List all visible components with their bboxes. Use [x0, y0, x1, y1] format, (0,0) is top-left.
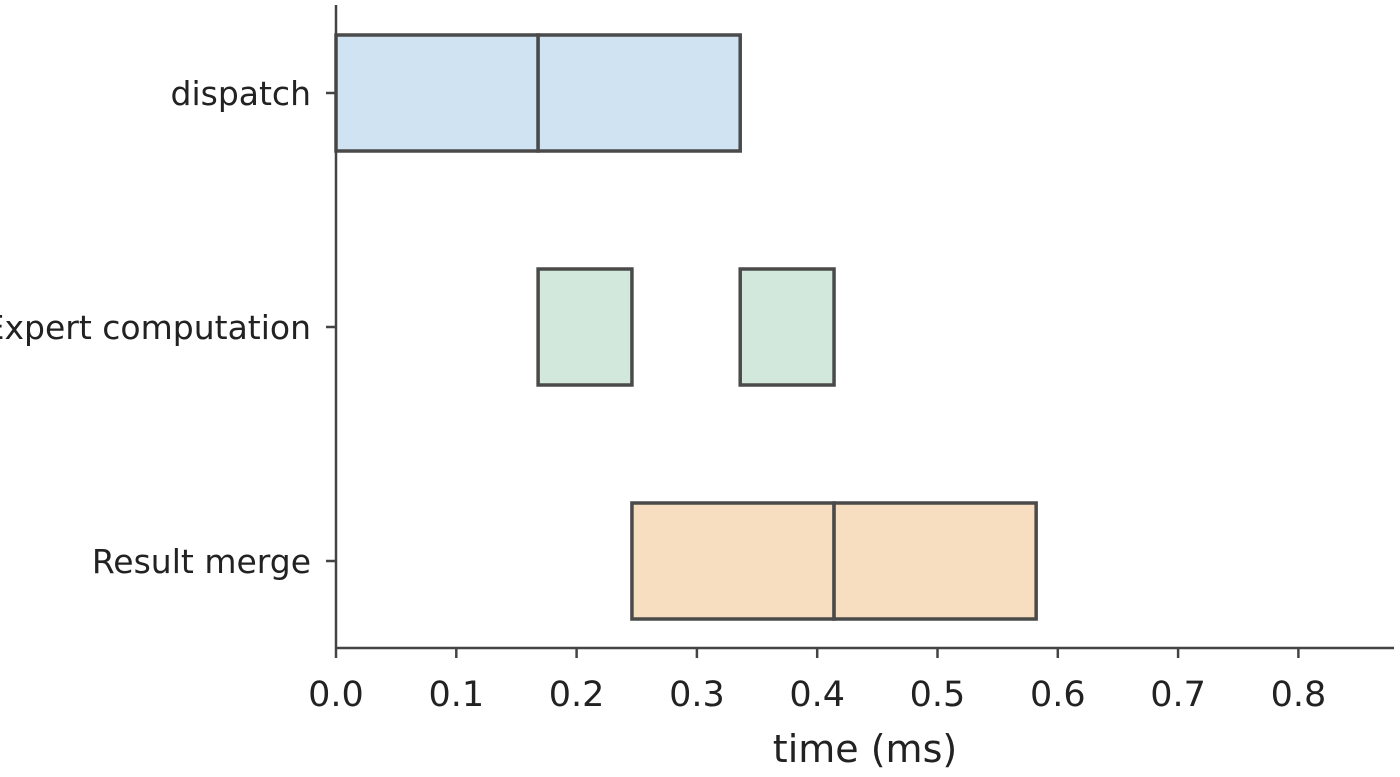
y-tick-label: dispatch — [171, 74, 311, 113]
bar-dispatch-2 — [536, 33, 742, 153]
bar-expert-computation-1 — [536, 267, 634, 387]
y-axis: dispatch Expert computation Result merge — [0, 5, 338, 648]
bar-result-merge-2 — [832, 501, 1038, 621]
y-tick-label: Result merge — [92, 542, 311, 581]
x-tick-label: 0.7 — [1150, 675, 1206, 715]
x-tick-label: 0.2 — [549, 675, 605, 715]
x-tick-label: 0.6 — [1030, 675, 1086, 715]
x-tick-label: 0.1 — [428, 675, 484, 715]
x-tick-label: 0.0 — [308, 675, 364, 715]
bars-group — [334, 33, 1038, 621]
y-tick-label: Expert computation — [0, 308, 311, 347]
x-tick-label: 0.3 — [669, 675, 725, 715]
bar-expert-computation-2 — [738, 267, 836, 387]
bar-result-merge-1 — [630, 501, 836, 621]
x-axis-title: time (ms) — [773, 727, 957, 771]
x-tick-label: 0.4 — [789, 675, 845, 715]
x-tick-label: 0.5 — [910, 675, 966, 715]
x-tick-label: 0.8 — [1271, 675, 1327, 715]
x-axis: 0.0 0.1 0.2 0.3 0.4 0.5 0.6 0.7 0.8 — [308, 646, 1394, 715]
bar-dispatch-1 — [334, 33, 540, 153]
